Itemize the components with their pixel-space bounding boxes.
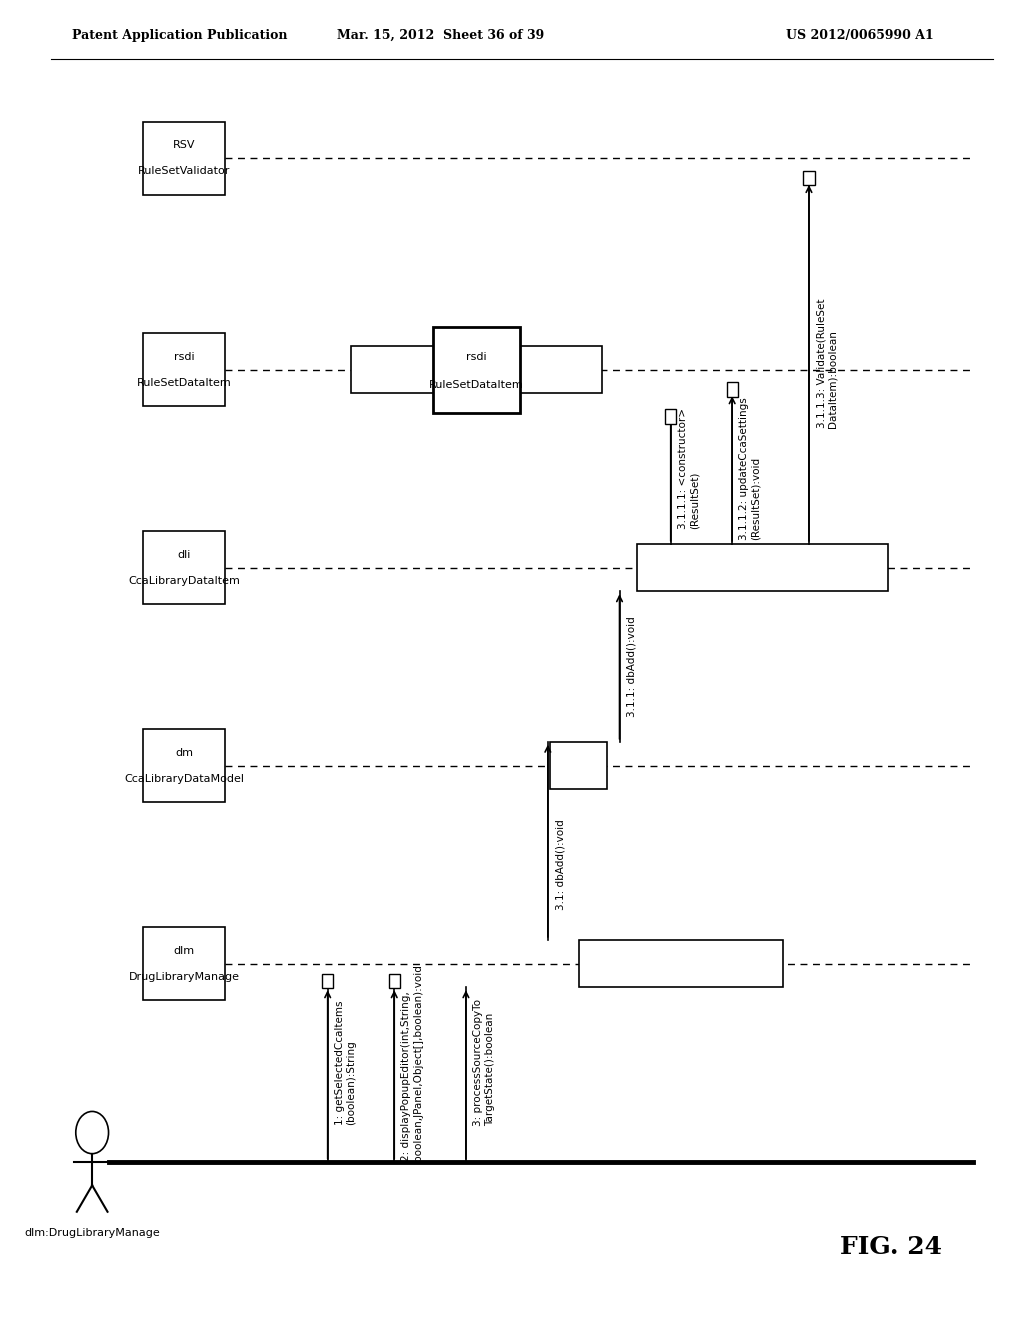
Text: RuleSetDataItem: RuleSetDataItem (429, 380, 523, 389)
Text: US 2012/0065990 A1: US 2012/0065990 A1 (786, 29, 934, 42)
Text: rsdi: rsdi (174, 351, 195, 362)
Bar (551, 742, 606, 789)
Bar (322, 973, 334, 987)
Bar (579, 940, 783, 987)
Text: dlm:DrugLibraryManage: dlm:DrugLibraryManage (25, 1228, 160, 1238)
Bar (143, 531, 225, 605)
Circle shape (76, 1111, 109, 1154)
Text: CcaLibraryDataItem: CcaLibraryDataItem (128, 576, 241, 586)
Bar (143, 333, 225, 407)
Text: 3.1.1: dbAdd():void: 3.1.1: dbAdd():void (627, 616, 637, 717)
Text: 3.1.1.3: Validate(RuleSet
DataItem):boolean: 3.1.1.3: Validate(RuleSet DataItem):bool… (816, 298, 838, 428)
Bar (350, 346, 602, 393)
Text: FIG. 24: FIG. 24 (840, 1236, 942, 1259)
Bar (389, 973, 399, 987)
Text: CcaLibraryDataModel: CcaLibraryDataModel (124, 774, 245, 784)
Text: 1: getSelectedCcaItems
(boolean):String: 1: getSelectedCcaItems (boolean):String (335, 1001, 356, 1125)
Text: 3.1.1.2: updateCcaSettings
(ResultSet):void: 3.1.1.2: updateCcaSettings (ResultSet):v… (739, 397, 761, 540)
Text: Mar. 15, 2012  Sheet 36 of 39: Mar. 15, 2012 Sheet 36 of 39 (337, 29, 544, 42)
Text: Patent Application Publication: Patent Application Publication (72, 29, 287, 42)
Text: rsdi: rsdi (466, 351, 486, 362)
Bar (804, 172, 815, 186)
Text: DrugLibraryManage: DrugLibraryManage (129, 972, 240, 982)
Text: 3.1.1.1: <constructor>
(ResultSet): 3.1.1.1: <constructor> (ResultSet) (678, 408, 699, 529)
Bar (143, 927, 225, 1001)
Text: 3.1: dbAdd():void: 3.1: dbAdd():void (555, 820, 565, 909)
Text: dli: dli (177, 549, 191, 560)
Bar (433, 327, 520, 412)
Bar (666, 409, 677, 424)
Text: dm: dm (175, 747, 194, 758)
Text: RuleSetDataItem: RuleSetDataItem (137, 378, 231, 388)
Text: dlm: dlm (174, 945, 195, 956)
Bar (727, 383, 737, 396)
Text: 2: displayPopupEditor(int,String,
boolean,JPanel,Object[],boolean):void: 2: displayPopupEditor(int,String, boolea… (401, 964, 423, 1162)
Bar (143, 729, 225, 803)
Bar (637, 544, 889, 591)
Text: RuleSetValidator: RuleSetValidator (138, 166, 230, 177)
Text: 3: processSourceCopyTo
TargetState():boolean: 3: processSourceCopyTo TargetState():boo… (473, 999, 495, 1126)
Bar (143, 121, 225, 195)
Text: RSV: RSV (173, 140, 196, 150)
